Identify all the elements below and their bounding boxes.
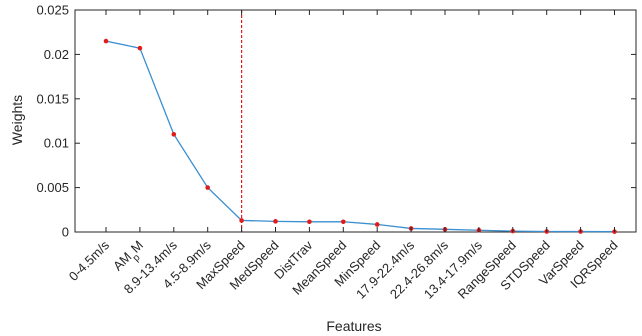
- data-point: [341, 219, 346, 225]
- y-tick-label: 0.025: [36, 3, 69, 18]
- data-point: [273, 219, 278, 224]
- data-point: [171, 132, 177, 137]
- y-tick-label: 0.005: [36, 180, 69, 195]
- data-point: [103, 38, 109, 44]
- data-point: [307, 219, 312, 225]
- data-point: [239, 218, 244, 223]
- x-tick-label: 0-4.5m/s: [66, 237, 113, 284]
- y-tick-label: 0: [62, 225, 69, 240]
- series-line: [105, 40, 615, 233]
- x-axis-label: Features: [326, 318, 381, 334]
- x-axis-ticks: 0-4.5m/sAMpM8.9-13.4m/s4.5-8.9m/sMaxSpee…: [66, 10, 621, 302]
- y-tick-label: 0.02: [44, 47, 69, 62]
- y-tick-label: 0.01: [44, 136, 69, 151]
- y-axis-label: Weights: [9, 95, 25, 145]
- y-tick-label: 0.015: [36, 91, 69, 106]
- plot-area: [74, 9, 637, 234]
- y-axis-ticks: 0 0.005 0.01 0.015 0.02 0.025: [36, 3, 636, 240]
- data-point: [205, 185, 210, 190]
- data-point: [137, 45, 143, 51]
- axes-box: [74, 9, 637, 233]
- data-point: [374, 222, 380, 227]
